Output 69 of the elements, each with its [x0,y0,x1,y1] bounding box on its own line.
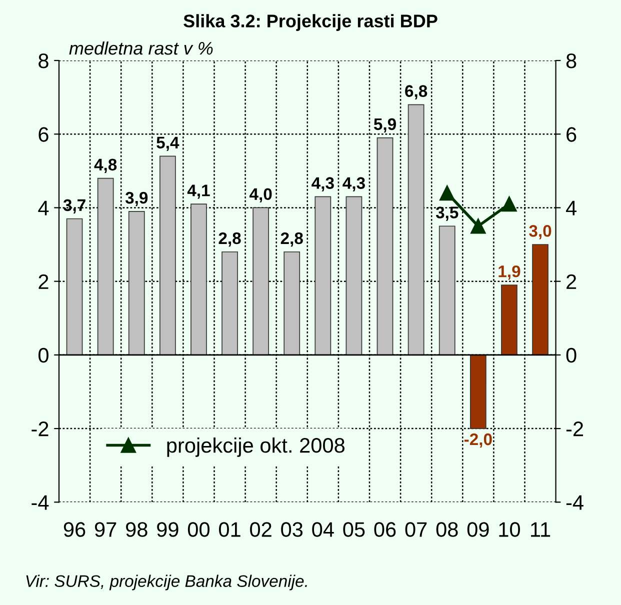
bar [346,196,362,356]
data-label: 2,8 [218,232,241,247]
bar [438,226,456,356]
data-label: 4,8 [94,158,117,173]
x-tick-label: 02 [250,522,272,537]
x-tick-label: 08 [436,522,458,537]
data-label: 5,9 [374,118,396,132]
data-label: 3,9 [125,192,148,206]
bar [314,196,332,356]
y-tick-label: 4 [38,200,49,216]
x-tick-label: 98 [126,522,148,537]
data-label: 3,5 [436,206,458,221]
x-tick-label: 97 [94,522,116,537]
x-tick-label: 06 [374,522,396,537]
y2-tick-label: 0 [566,348,576,363]
data-label: 3,0 [529,225,552,240]
bar [408,104,424,356]
data-label: 5,4 [156,136,180,151]
bar [159,156,176,356]
y2-tick-label: 2 [566,274,576,289]
bar [532,244,548,356]
y2-tick-label: -4 [566,495,584,510]
data-label: 6,8 [405,85,428,100]
x-tick-label: 10 [499,522,520,537]
data-label: 2,8 [280,232,303,247]
text: Vir: SURS, projekcije Banka Slovenije. [26,574,307,590]
data-label: 4,3 [312,177,334,192]
point [439,185,455,201]
chart-title: Slika 3.2: Projekcije rasti BDP [184,14,438,31]
x-tick-label: 05 [343,522,365,537]
x-tick-label: 04 [312,522,334,537]
y2-tick-label: -2 [566,422,583,436]
bar [470,354,486,429]
x-tick-label: 00 [188,522,210,537]
bar [97,178,114,356]
y-tick-label: 6 [38,127,48,142]
bar [284,251,300,356]
data-label: 3,7 [63,199,86,214]
x-tick-label: 09 [467,522,489,537]
y-axis-title: medletna rast v % [69,41,213,55]
data-label: 1,9 [498,265,520,280]
bar [128,210,145,356]
bar [190,204,207,356]
y-tick-label: -4 [32,495,49,510]
bar [66,218,83,356]
bar [222,251,238,356]
legend-label: projekcije okt. 2008 [167,437,344,457]
data-label: 4,1 [187,184,210,199]
bar [501,284,518,356]
y-tick-label: 0 [38,348,48,363]
bar [252,207,270,356]
x-tick-label: 01 [219,522,240,537]
x-tick-label: 11 [531,522,550,537]
point [470,218,486,234]
y2-tick-label: 6 [566,127,576,142]
data-label: -2,0 [464,433,492,448]
point [502,196,517,212]
data-label: 4,3 [342,177,365,192]
y-tick-label: -2 [32,422,48,436]
data-label: 4,0 [249,188,272,202]
y2-tick-label: 4 [566,200,576,216]
bar [376,137,394,356]
x-tick-label: 99 [157,522,178,537]
y-tick-label: 8 [38,54,48,68]
x-tick-label: 96 [64,522,86,537]
y-tick-label: 2 [38,274,48,289]
x-tick-label: 07 [405,522,427,537]
x-tick-label: 03 [281,522,303,537]
y2-tick-label: 8 [566,54,576,68]
